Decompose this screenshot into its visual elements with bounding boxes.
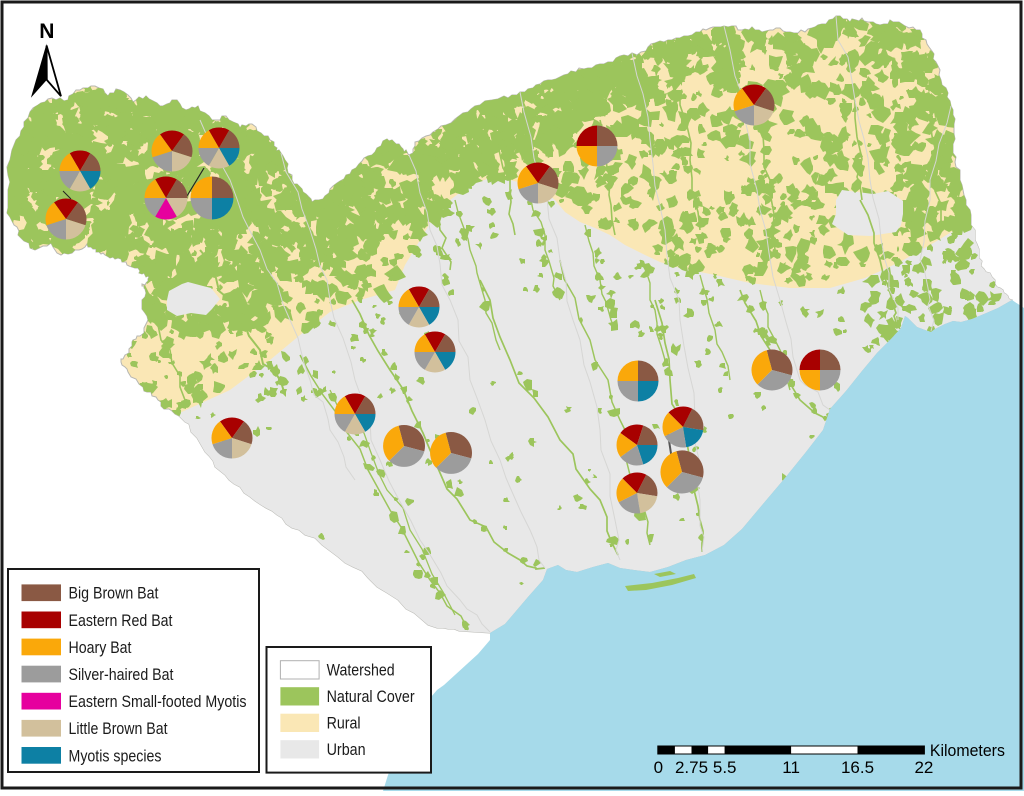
svg-text:Eastern Small-footed Myotis: Eastern Small-footed Myotis xyxy=(69,692,247,711)
svg-text:5.5: 5.5 xyxy=(713,758,737,777)
svg-text:Rural: Rural xyxy=(327,714,361,733)
svg-text:22: 22 xyxy=(914,758,933,777)
svg-text:Silver-haired Bat: Silver-haired Bat xyxy=(69,665,174,684)
svg-text:Natural Cover: Natural Cover xyxy=(327,687,415,706)
svg-text:16.5: 16.5 xyxy=(841,758,874,777)
svg-text:N: N xyxy=(39,20,54,43)
svg-text:Big Brown Bat: Big Brown Bat xyxy=(69,584,159,603)
svg-text:Myotis species: Myotis species xyxy=(69,746,162,765)
svg-text:Little Brown Bat: Little Brown Bat xyxy=(69,719,168,738)
svg-text:Kilometers: Kilometers xyxy=(930,741,1005,760)
svg-text:Hoary Bat: Hoary Bat xyxy=(69,638,132,657)
svg-text:2.75: 2.75 xyxy=(675,758,708,777)
svg-text:11: 11 xyxy=(782,758,800,777)
svg-text:Urban: Urban xyxy=(327,740,366,759)
svg-text:Watershed: Watershed xyxy=(327,661,395,680)
svg-text:Eastern Red Bat: Eastern Red Bat xyxy=(69,611,173,630)
svg-text:0: 0 xyxy=(654,758,663,777)
